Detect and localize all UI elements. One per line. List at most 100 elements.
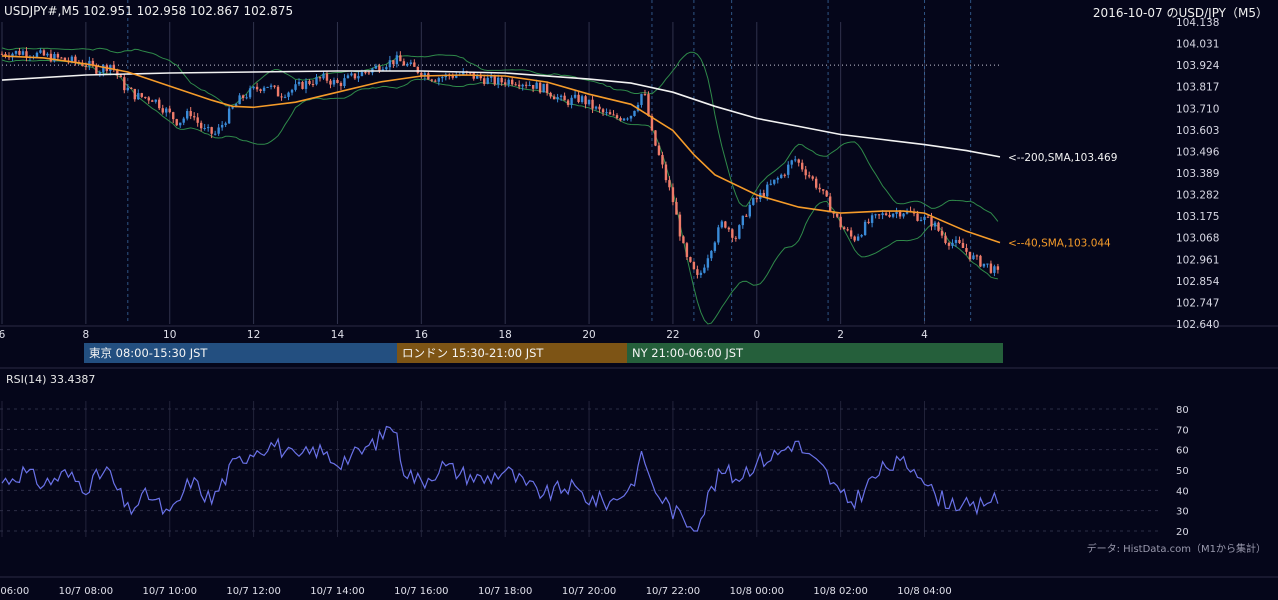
candle-body-11 [39, 50, 42, 53]
candle-body-29 [102, 65, 105, 73]
candle-body-198 [692, 261, 696, 270]
candle-body-220 [769, 183, 772, 185]
candle-body-120 [420, 72, 423, 77]
candle-body-271 [947, 242, 951, 246]
candle-body-116 [406, 63, 409, 66]
candle-body-269 [940, 230, 944, 236]
candle-body-211 [738, 225, 741, 239]
candle-body-53 [186, 111, 189, 119]
symbol-quote: USDJPY#,M5 102.951 102.958 102.867 102.8… [4, 4, 294, 18]
candle-body-253 [884, 213, 888, 215]
candle-body-119 [416, 66, 420, 73]
candle-body-201 [703, 267, 706, 273]
candle-body-1 [4, 53, 7, 57]
candle-body-186 [650, 116, 654, 131]
candle-body-12 [42, 50, 46, 56]
candle-body-155 [542, 83, 545, 93]
candle-body-117 [409, 62, 413, 64]
rsi-tick-label-0: 80 [1176, 405, 1189, 416]
candle-body-173 [605, 112, 608, 114]
candle-body-74 [259, 89, 262, 91]
datetime-tick-label-8: 10/7 22:00 [646, 586, 700, 597]
candle-body-230 [804, 169, 807, 176]
candle-body-108 [378, 66, 381, 71]
candle-body-78 [273, 85, 276, 87]
candle-body-76 [266, 86, 269, 88]
candle-body-224 [783, 174, 786, 176]
rsi-tick-label-5: 30 [1176, 507, 1189, 518]
candle-body-160 [559, 95, 563, 98]
candle-body-121 [423, 73, 427, 77]
candle-body-215 [752, 198, 755, 205]
candle-body-68 [238, 95, 241, 105]
candle-body-36 [126, 87, 129, 91]
candle-body-41 [144, 96, 147, 98]
candle-body-169 [591, 99, 594, 109]
candle-body-252 [881, 213, 884, 216]
datetime-tick-label-9: 10/8 00:00 [730, 586, 784, 597]
candle-body-70 [245, 97, 248, 99]
price-tick-label-6: 103.496 [1176, 146, 1220, 158]
candle-body-72 [252, 86, 255, 89]
candle-body-91 [318, 77, 322, 79]
candle-body-219 [766, 184, 769, 197]
candle-body-163 [570, 97, 573, 105]
candle-body-225 [787, 164, 790, 175]
candle-body-189 [661, 154, 664, 165]
candle-body-144 [503, 82, 507, 85]
candle-body-208 [727, 227, 731, 230]
candle-body-273 [954, 239, 958, 243]
candle-body-265 [926, 216, 930, 218]
candle-body-102 [357, 76, 360, 79]
candle-body-50 [175, 119, 178, 126]
candle-body-254 [888, 214, 891, 217]
candle-body-105 [367, 72, 371, 74]
candle-body-113 [395, 55, 399, 65]
candle-body-228 [797, 159, 800, 163]
candle-body-206 [720, 221, 724, 228]
candle-body-179 [626, 118, 629, 120]
candle-body-181 [633, 110, 636, 116]
candle-body-272 [951, 242, 954, 246]
candle-body-151 [528, 84, 531, 86]
candle-body-165 [577, 94, 580, 102]
candle-body-87 [304, 80, 308, 89]
candle-body-84 [294, 84, 297, 90]
candle-body-109 [381, 69, 385, 71]
candle-body-152 [531, 84, 535, 89]
candle-body-156 [545, 83, 549, 93]
candle-body-216 [755, 198, 758, 200]
price-tick-label-1: 104.031 [1176, 39, 1219, 51]
candle-body-268 [937, 222, 940, 231]
candle-body-43 [151, 100, 154, 102]
rsi-tick-label-4: 40 [1176, 486, 1189, 497]
candle-body-38 [133, 88, 136, 100]
hour-tick-label-9: 0 [753, 329, 760, 341]
candle-body-75 [262, 87, 266, 91]
candle-body-177 [619, 118, 622, 121]
candle-body-17 [60, 57, 63, 59]
candle-body-197 [689, 257, 692, 262]
hour-tick-label-1: 8 [83, 329, 90, 341]
candle-body-247 [863, 221, 867, 236]
candle-body-218 [762, 192, 765, 197]
candle-body-96 [336, 79, 339, 83]
candle-body-227 [794, 159, 797, 161]
candle-body-213 [745, 215, 748, 217]
candle-body-255 [891, 213, 895, 217]
datetime-tick-label-6: 10/7 18:00 [478, 586, 532, 597]
candle-body-42 [147, 97, 150, 101]
session-london: ロンドン 15:30-21:00 JST [397, 343, 627, 363]
candle-body-115 [402, 61, 406, 66]
candle-body-100 [350, 73, 353, 76]
candle-body-114 [399, 55, 402, 62]
candle-body-258 [902, 213, 905, 217]
price-tick-label-7: 103.389 [1176, 168, 1219, 180]
candle-body-275 [961, 242, 965, 248]
candle-body-204 [713, 242, 717, 251]
candle-body-143 [500, 77, 503, 83]
candle-body-167 [584, 96, 587, 105]
hour-tick-label-8: 22 [666, 329, 679, 341]
candle-body-125 [437, 78, 440, 82]
candle-body-274 [958, 239, 961, 243]
